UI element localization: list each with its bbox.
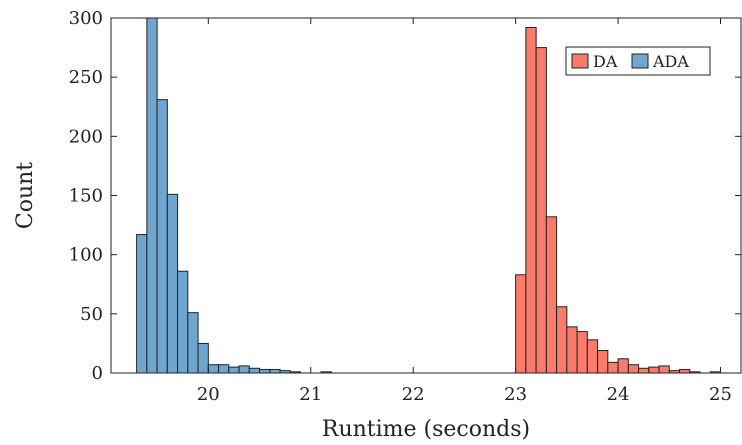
- bar-ada-19.3: [136, 234, 148, 374]
- x-axis-ticks: 20 21 22 23 24 25: [197, 18, 732, 405]
- bar-da-23.1: [525, 26, 537, 374]
- bar-ada-20.6: [269, 368, 281, 374]
- bar-da-23.0: [515, 274, 527, 374]
- bar-ada-19.6: [166, 193, 179, 374]
- x-tick-label-22: 22: [402, 384, 425, 405]
- y-tick-label-100: 100: [69, 245, 103, 266]
- bar-da-23.9: [607, 361, 619, 374]
- bar-da-23.5: [566, 326, 578, 374]
- bar-da-23.8: [597, 350, 609, 374]
- y-tick-label-0: 0: [92, 363, 103, 384]
- x-tick-label-23: 23: [504, 384, 527, 405]
- bars-da: [515, 26, 722, 374]
- x-axis-label: Runtime (seconds): [322, 417, 530, 442]
- bars-ada: [136, 17, 332, 374]
- bar-da-23.7: [586, 339, 599, 374]
- y-tick-label-150: 150: [69, 186, 103, 207]
- y-tick-label-200: 200: [69, 126, 103, 147]
- legend-label-ada: ADA: [652, 52, 689, 71]
- y-axis-ticks: 0 50 100 150 200 250 300: [69, 8, 741, 384]
- bar-ada-20.4: [248, 367, 261, 374]
- bar-ada-19.7: [177, 270, 189, 374]
- bar-da-24.2: [638, 367, 650, 374]
- y-tick-label-50: 50: [80, 304, 103, 325]
- bar-da-23.3: [545, 216, 558, 374]
- legend: DA ADA: [565, 46, 711, 76]
- bar-ada-20.2: [228, 366, 240, 374]
- bar-da-23.2: [535, 47, 547, 374]
- bar-da-24.0: [617, 358, 629, 374]
- y-axis-label: Count: [13, 162, 38, 229]
- legend-swatch-da: [571, 53, 589, 69]
- x-tick-label-20: 20: [197, 384, 220, 405]
- bar-ada-20.5: [259, 368, 271, 374]
- bar-da-23.6: [576, 331, 588, 374]
- bar-ada-20.3: [238, 365, 250, 374]
- bar-da-24.4: [658, 365, 670, 374]
- legend-swatch-ada: [631, 53, 649, 69]
- y-tick-label-300: 300: [69, 8, 103, 29]
- bar-ada-20.0: [207, 364, 220, 374]
- bar-ada-19.4: [146, 17, 158, 374]
- y-tick-label-250: 250: [69, 67, 103, 88]
- bar-ada-19.5: [156, 99, 168, 374]
- bar-da-24.1: [627, 364, 640, 374]
- legend-label-da: DA: [593, 52, 618, 71]
- bar-ada-19.9: [197, 342, 209, 374]
- bar-ada-20.1: [218, 364, 230, 374]
- x-tick-label-24: 24: [607, 384, 630, 405]
- bar-ada-19.8: [187, 312, 199, 374]
- bar-da-24.6: [679, 368, 691, 374]
- bar-da-23.4: [556, 306, 568, 374]
- x-tick-label-25: 25: [709, 384, 732, 405]
- bar-da-24.3: [648, 366, 660, 374]
- x-tick-label-21: 21: [299, 384, 322, 405]
